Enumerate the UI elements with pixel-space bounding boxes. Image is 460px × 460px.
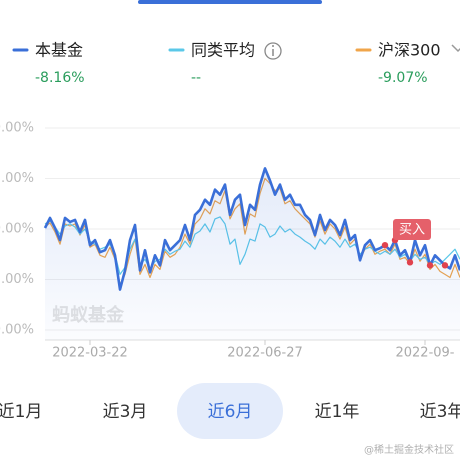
series-area bbox=[45, 168, 460, 340]
tab[interactable]: 近1月 bbox=[0, 402, 42, 422]
legend-chevron[interactable] bbox=[451, 44, 460, 53]
y-tick-label: 0.00% bbox=[0, 222, 34, 237]
series-line bbox=[43, 167, 460, 291]
trade-point bbox=[381, 241, 389, 249]
legend-name: 同类平均 bbox=[191, 41, 255, 60]
annotation-box bbox=[393, 219, 431, 240]
legend-value: -8.16% bbox=[35, 70, 85, 86]
tab[interactable]: 近1年 bbox=[315, 402, 360, 422]
trade-point bbox=[441, 262, 449, 269]
tab[interactable]: 近3月 bbox=[103, 402, 148, 422]
x-tick-label: 2022-03-22 bbox=[52, 346, 128, 361]
x-tick-label: 2022-09- bbox=[395, 346, 454, 361]
trade-point bbox=[426, 262, 434, 269]
top-tab-indicator bbox=[138, 0, 322, 4]
legend-name: 沪深300 bbox=[378, 41, 441, 60]
footer-watermark: @稀土掘金技术社区 bbox=[364, 443, 454, 456]
info-icon[interactable] bbox=[264, 42, 282, 60]
x-tick-label: 2022-06-27 bbox=[227, 346, 303, 361]
tab[interactable]: 近3年 bbox=[420, 402, 460, 422]
annotation-label: 买入 bbox=[399, 223, 425, 238]
y-tick-label: -5.00% bbox=[0, 272, 34, 287]
trade-point bbox=[406, 259, 414, 266]
legend-name: 本基金 bbox=[35, 41, 83, 60]
legend-value: -9.07% bbox=[378, 70, 428, 86]
tab-selected[interactable]: 近6月 bbox=[208, 402, 253, 422]
y-tick-label: -10.00% bbox=[0, 323, 34, 338]
y-tick-label: 10.00% bbox=[0, 121, 34, 136]
info-icon-dot bbox=[272, 45, 274, 47]
tab-selected-bg[interactable] bbox=[177, 383, 283, 439]
y-tick-label: 5.00% bbox=[0, 171, 34, 186]
legend-value: -- bbox=[191, 70, 201, 86]
